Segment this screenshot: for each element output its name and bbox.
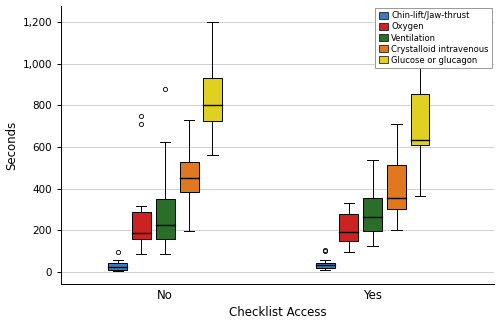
- Bar: [180, 162, 199, 192]
- Bar: [387, 165, 406, 210]
- Bar: [340, 214, 358, 241]
- Bar: [108, 263, 127, 270]
- Bar: [316, 263, 335, 268]
- X-axis label: Checklist Access: Checklist Access: [229, 306, 326, 319]
- Y-axis label: Seconds: Seconds: [6, 120, 18, 170]
- Bar: [363, 198, 382, 231]
- Legend: Chin-lift/Jaw-thrust, Oxygen, Ventilation, Crystalloid intravenous, Glucose or g: Chin-lift/Jaw-thrust, Oxygen, Ventilatio…: [376, 8, 492, 68]
- Bar: [132, 212, 150, 239]
- Bar: [203, 78, 222, 121]
- Bar: [410, 94, 430, 145]
- Bar: [156, 199, 174, 239]
